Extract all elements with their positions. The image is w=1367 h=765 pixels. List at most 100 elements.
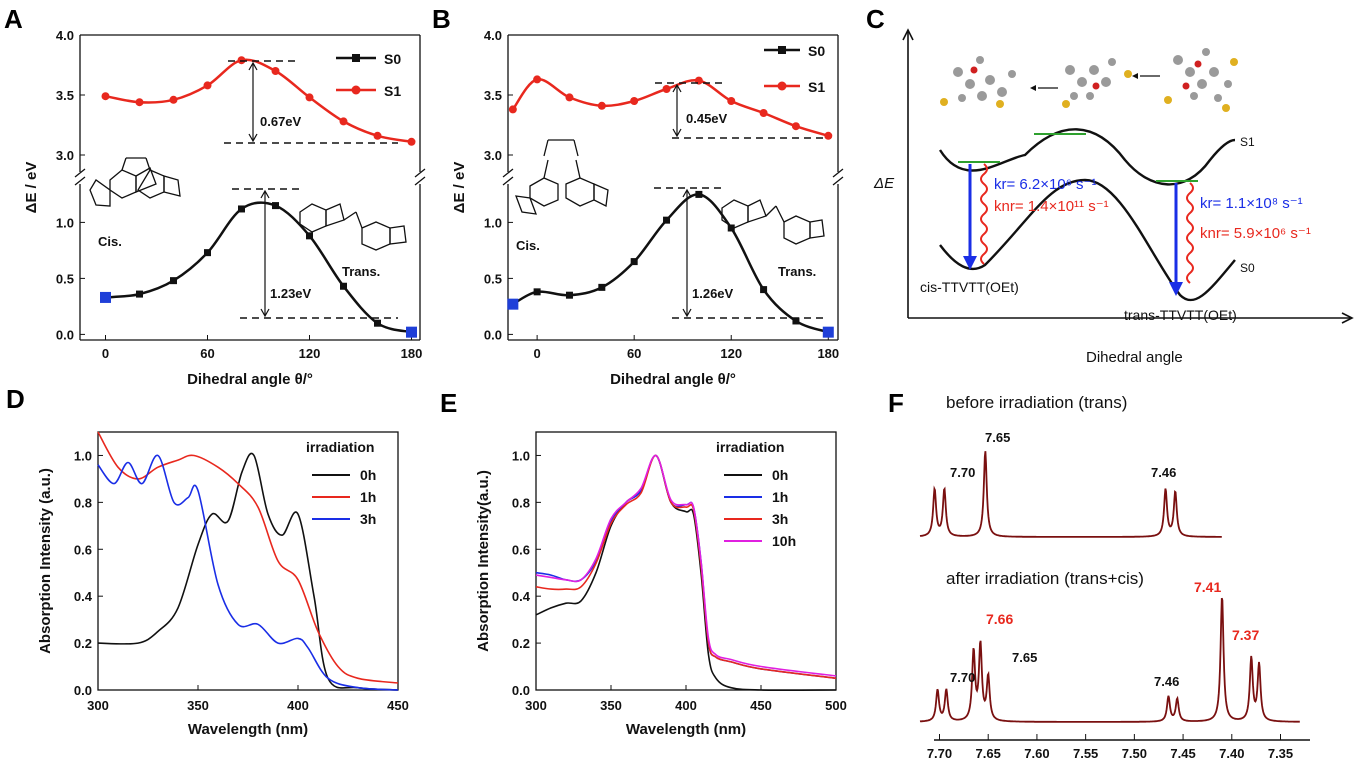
panel-a-cis-label: Cis. xyxy=(98,234,122,249)
panel-a-trans-molecule xyxy=(299,203,407,251)
panel-a-series xyxy=(100,56,417,338)
a-ytick-label: 4.0 xyxy=(56,28,74,43)
panel-f-xtick-label: 7.60 xyxy=(1024,746,1049,761)
panel-f-xtick-label: 7.50 xyxy=(1122,746,1147,761)
a-ytick-label: 0.5 xyxy=(56,271,74,286)
d-legend-label: 3h xyxy=(360,511,376,527)
b-s0-point xyxy=(507,298,519,310)
b-s1-point xyxy=(727,97,736,105)
d-ytick-label: 1.0 xyxy=(74,448,92,463)
a-s0-point xyxy=(406,326,417,338)
panel-a: 0 60 120 180 3.0 3.5 4.0 0.0 0.5 1.0 Dihedral angl… xyxy=(23,28,426,388)
a-s1-point xyxy=(169,95,178,104)
a-ytick-label: 0.0 xyxy=(56,327,74,342)
a-s1-point xyxy=(237,56,246,65)
d-ytick-label: 0.6 xyxy=(74,542,92,557)
a-xtick-label: 120 xyxy=(299,346,321,361)
b-xtick-label: 0 xyxy=(534,346,541,361)
e-ytick-label: 0.8 xyxy=(512,495,530,510)
b-s1-point xyxy=(824,131,833,140)
panel-c-trans-label: trans-TTVTT(OEt) xyxy=(1124,307,1237,323)
d-legend-label: 0h xyxy=(360,467,376,483)
panel-b-guides xyxy=(654,82,826,319)
a-s0-point xyxy=(306,232,313,240)
b-s0-point xyxy=(760,286,768,294)
a-xtick-label: 0 xyxy=(102,346,109,361)
panel-f-xtick-label: 7.40 xyxy=(1219,746,1244,761)
b-ytick-label: 3.5 xyxy=(484,88,502,103)
e-xtick-label: 500 xyxy=(825,698,847,713)
panel-e-series xyxy=(535,454,837,691)
panel-b-axes: 0 60 120 180 3.0 3.5 4.0 0.0 0.5 1.0 Dihedral angl… xyxy=(451,28,844,388)
a-s1-point xyxy=(339,117,348,126)
panel-c-s1-label: S1 xyxy=(1240,135,1255,149)
d-xtick-label: 400 xyxy=(287,698,309,713)
a-s0-point xyxy=(340,282,347,290)
panel-f-axis: 7.70 7.65 7.60 7.55 7.50 7.45 7.40 7.35 xyxy=(927,734,1310,761)
panel-c-kr-trans: kr= 1.1×10⁸ s⁻¹ xyxy=(1200,195,1303,212)
panel-letter-c: C xyxy=(866,4,885,34)
panel-c-cis-label: cis-TTVTT(OEt) xyxy=(920,279,1019,295)
panel-f-xtick-label: 7.45 xyxy=(1170,746,1195,761)
b-s0-point xyxy=(792,317,800,325)
b-axis-break-0 xyxy=(502,168,514,186)
panel-f-peak-746-b: 7.46 xyxy=(1154,674,1179,689)
a-s0-point xyxy=(136,290,143,298)
panel-f-before-spectrum xyxy=(919,451,1222,538)
panel-f-peak-737-b: 7.37 xyxy=(1232,627,1259,643)
a-x-axis-title: Dihedral angle θ/° xyxy=(187,371,313,388)
panel-b-legend-s0: S0 xyxy=(808,43,825,59)
b-ytick-label: 1.0 xyxy=(484,215,502,230)
e-xtick-label: 300 xyxy=(525,698,547,713)
panel-e-legend-items: 0h 1h 3h 10h xyxy=(724,467,796,549)
a-s1-point xyxy=(407,137,416,146)
panel-c-s0-curve xyxy=(939,178,1236,302)
a-s1-point xyxy=(101,92,110,101)
panel-b-gap-s1: 0.45eV xyxy=(686,111,728,126)
panel-f: before irradiation (trans) after irradia… xyxy=(919,393,1310,761)
b-s0-point xyxy=(663,216,671,224)
panel-d-legend-title: irradiation xyxy=(306,439,374,455)
panel-d: 300 350 400 450 0.0 0.2 0.4 0.6 0.8 1.0 Wavelength… xyxy=(37,431,409,738)
a-s1-point xyxy=(135,98,144,107)
panel-c-x-label: Dihedral angle xyxy=(1086,349,1183,366)
e-ytick-label: 0.6 xyxy=(512,542,530,557)
panel-f-xtick-label: 7.65 xyxy=(976,746,1001,761)
d-xtick-label: 300 xyxy=(87,698,109,713)
panel-c-knr-cis: knr= 1.4×10¹¹ s⁻¹ xyxy=(994,198,1109,215)
panel-letter-a: A xyxy=(4,4,23,34)
panel-b-trans-molecule xyxy=(721,199,825,245)
e-ytick-label: 0.0 xyxy=(512,683,530,698)
panel-f-after-spectrum xyxy=(919,597,1300,723)
a-s0-point xyxy=(272,202,279,210)
d-series-3h-line xyxy=(97,454,399,691)
panel-a-guides xyxy=(224,60,398,319)
panel-a-axes: 0 60 120 180 3.0 3.5 4.0 0.0 0.5 1.0 Dihedral angl… xyxy=(23,28,426,388)
panel-f-peak-746-a: 7.46 xyxy=(1151,465,1176,480)
panel-b-gap-s0: 1.26eV xyxy=(692,286,734,301)
a-series-s0-line xyxy=(105,201,412,334)
panel-b-trans-label: Trans. xyxy=(778,264,816,279)
a-s1-point xyxy=(271,67,280,75)
b-s0-point xyxy=(822,326,834,338)
panel-a-trans-label: Trans. xyxy=(342,264,380,279)
e-legend-label: 10h xyxy=(772,533,796,549)
d-x-axis-title: Wavelength (nm) xyxy=(188,721,308,738)
d-ytick-label: 0.4 xyxy=(74,589,93,604)
panel-f-peak-770-a: 7.70 xyxy=(950,465,975,480)
panel-c-s0-label: S0 xyxy=(1240,261,1255,275)
e-y-axis-title: Absorption Intensity(a.u.) xyxy=(475,470,492,652)
panel-b-legend-s1: S1 xyxy=(808,79,825,95)
panel-f-xtick-label: 7.70 xyxy=(927,746,952,761)
panel-d-axes: 300 350 400 450 0.0 0.2 0.4 0.6 0.8 1.0 Wavelength… xyxy=(37,431,409,738)
e-series-3h-line xyxy=(535,454,837,680)
a-axis-break-1 xyxy=(414,168,426,186)
b-s1-point xyxy=(791,122,800,131)
d-ytick-label: 0.0 xyxy=(74,683,92,698)
e-xtick-label: 350 xyxy=(600,698,622,713)
d-y-axis-title: Absorption Intensity (a.u.) xyxy=(37,468,54,654)
e-frame xyxy=(535,431,837,691)
e-xtick-label: 450 xyxy=(750,698,772,713)
panel-b-legend: S0 S1 xyxy=(764,43,825,95)
